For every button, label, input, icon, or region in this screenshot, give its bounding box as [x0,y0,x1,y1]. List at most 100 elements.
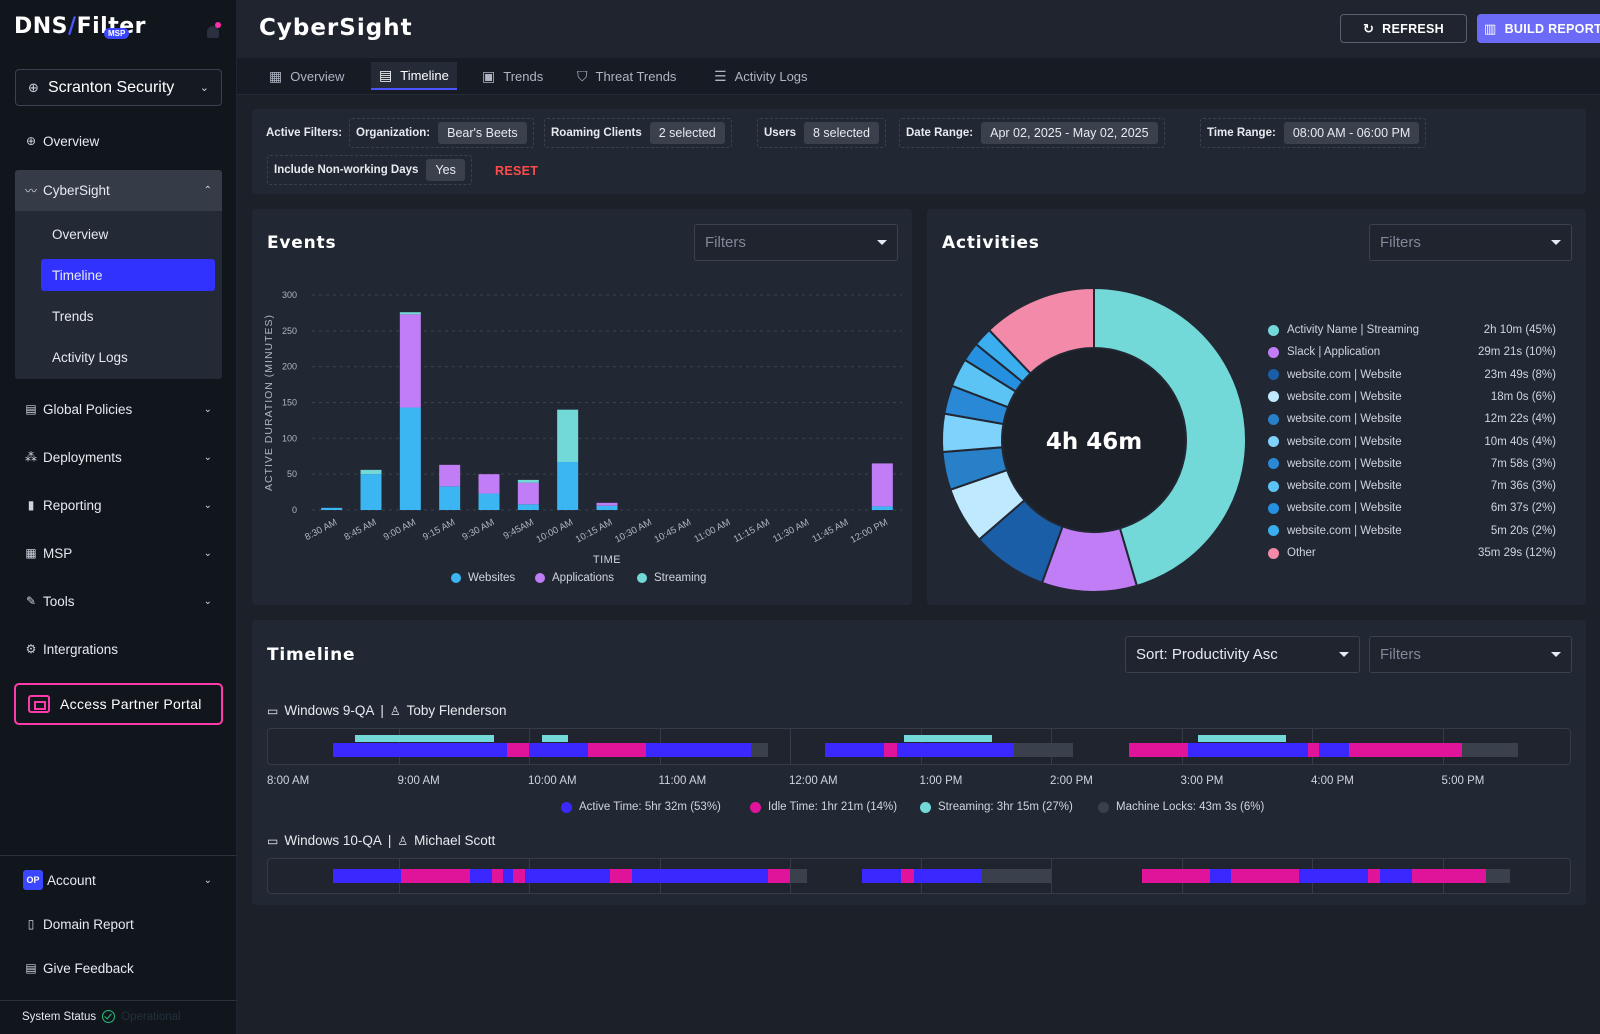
bar-segment-websites[interactable] [478,493,500,510]
timeline-segment-idle[interactable] [1368,869,1380,883]
donut-slice[interactable] [987,288,1095,375]
timeline-segment-idle[interactable] [767,869,790,883]
sidebar-subitem-trends[interactable]: Trends [52,308,94,324]
sidebar-item-tools[interactable]: ✎ Tools ⌄ [15,583,222,619]
filter-roaming-clients[interactable]: Roaming Clients 2 selected [544,118,732,148]
timeline-segment-active[interactable] [333,869,402,883]
timeline-segment-active[interactable] [825,743,884,757]
events-filters-dropdown[interactable]: Filters [694,224,898,261]
timeline-segment-idle[interactable] [1142,869,1211,883]
bar-segment-websites[interactable] [439,486,461,510]
bar-segment-websites[interactable] [399,407,421,510]
sidebar-item-msp[interactable]: ▦ MSP ⌄ [15,535,222,571]
reset-filters-button[interactable]: RESET [495,164,539,178]
timeline-segment-idle[interactable] [401,869,471,883]
bar-segment-applications[interactable] [478,474,500,494]
timeline-segment-lock[interactable] [750,743,768,757]
bar-segment-websites[interactable] [321,507,343,510]
bar-segment-streaming[interactable] [360,469,382,475]
timeline-segment-active[interactable] [632,869,768,883]
filter-users[interactable]: Users 8 selected [757,118,886,148]
timeline-segment-active[interactable] [913,869,982,883]
tab-trends[interactable]: ▣ Trends [474,62,551,90]
sidebar-item-global-policies[interactable]: ▤ Global Policies ⌄ [15,391,222,427]
refresh-button[interactable]: ↻ REFRESH [1340,14,1467,43]
timeline-segment-idle[interactable] [1129,743,1189,757]
timeline-segment-active[interactable] [1188,743,1309,757]
access-partner-portal-button[interactable]: Access Partner Portal [14,683,223,725]
sidebar-item-account[interactable]: OP Account ⌄ [15,862,222,898]
bar-segment-applications[interactable] [439,464,461,487]
timeline-sort-dropdown[interactable]: Sort: Productivity Asc [1125,636,1360,673]
bar-segment-applications[interactable] [596,502,618,506]
timeline-segment-active[interactable] [861,869,901,883]
timeline-segment-idle[interactable] [1348,743,1463,757]
timeline-segment-lock[interactable] [981,869,1051,883]
timeline-segment-active[interactable] [1298,869,1369,883]
filter-date-range[interactable]: Date Range: Apr 02, 2025 - May 02, 2025 [899,118,1165,148]
sidebar-item-give-feedback[interactable]: ▤ Give Feedback [15,950,222,986]
timeline-segment-idle[interactable] [1231,869,1299,883]
timeline-segment-active[interactable] [525,869,610,883]
bar-segment-streaming[interactable] [399,312,421,315]
timeline-segment-active[interactable] [333,743,507,757]
bar-segment-applications[interactable] [517,482,539,505]
timeline-filters-dropdown[interactable]: Filters [1369,636,1572,673]
timeline-segment-active[interactable] [897,743,1015,757]
timeline-segment-streaming[interactable] [355,735,494,742]
bar-segment-websites[interactable] [871,506,893,510]
timeline-segment-lock[interactable] [790,869,807,883]
timeline-segment-lock[interactable] [1462,743,1519,757]
timeline-segment-idle[interactable] [506,743,529,757]
timeline-segment-active[interactable] [502,869,514,883]
sidebar-subitem-overview[interactable]: Overview [52,226,109,242]
donut-slice[interactable] [1093,288,1247,588]
timeline-segment-idle[interactable] [492,869,503,883]
timeline-segment-idle[interactable] [900,869,914,883]
timeline-segment-active[interactable] [646,743,751,757]
filter-non-working-days[interactable]: Include Non-working Days Yes [267,155,472,185]
timeline-segment-idle[interactable] [513,869,526,883]
sidebar-subitem-timeline[interactable]: Timeline [41,259,215,291]
bar-segment-websites[interactable] [596,505,618,510]
sidebar-item-integrations[interactable]: ⚙ Intergrations [15,631,222,667]
timeline-segment-lock[interactable] [1014,743,1074,757]
sidebar-item-overview[interactable]: ⊕ Overview [15,123,222,159]
timeline-segment-idle[interactable] [609,869,633,883]
sidebar-item-deployments[interactable]: ⁂ Deployments ⌄ [15,439,222,475]
timeline-segment-idle[interactable] [883,743,897,757]
timeline-segment-streaming[interactable] [1198,735,1286,742]
build-report-button[interactable]: ▥ BUILD REPORT [1477,14,1600,43]
timeline-segment-active[interactable] [1379,869,1413,883]
timeline-track[interactable] [267,728,1571,765]
tab-threat-trends[interactable]: ⛉ Threat Trends [569,62,684,90]
sidebar-subitem-activity-logs[interactable]: Activity Logs [52,349,128,365]
timeline-track[interactable] [267,858,1571,894]
bar-segment-streaming[interactable] [517,479,539,483]
timeline-segment-streaming[interactable] [542,735,569,742]
system-status[interactable]: System Status Operational [22,1010,181,1023]
notification-bell-icon[interactable] [206,22,221,40]
timeline-segment-active[interactable] [470,869,493,883]
filter-organization[interactable]: Organization: Bear's Beets [349,118,534,148]
filter-time-range[interactable]: Time Range: 08:00 AM - 06:00 PM [1200,118,1427,148]
bar-segment-applications[interactable] [871,463,893,507]
timeline-segment-streaming[interactable] [903,735,993,742]
timeline-segment-lock[interactable] [1485,869,1511,883]
bar-segment-websites[interactable] [517,504,539,510]
sidebar-item-cybersight[interactable]: 〰 CyberSight ⌃ [15,170,222,211]
tab-activity-logs[interactable]: ☰ Activity Logs [706,62,816,90]
timeline-segment-idle[interactable] [1308,743,1319,757]
bar-segment-websites[interactable] [557,461,579,510]
bar-segment-websites[interactable] [360,474,382,510]
timeline-segment-idle[interactable] [1412,869,1486,883]
sidebar-item-domain-report[interactable]: ▯ Domain Report [15,906,222,942]
tab-timeline[interactable]: ▤ Timeline [371,62,457,90]
timeline-segment-active[interactable] [529,743,588,757]
bar-segment-applications[interactable] [399,314,421,408]
timeline-segment-idle[interactable] [587,743,647,757]
sidebar-item-reporting[interactable]: ▮ Reporting ⌄ [15,487,222,523]
tab-overview[interactable]: ▦ Overview [261,62,352,90]
timeline-segment-active[interactable] [1318,743,1349,757]
organization-selector[interactable]: ⊕ Scranton Security ⌄ [15,69,222,106]
